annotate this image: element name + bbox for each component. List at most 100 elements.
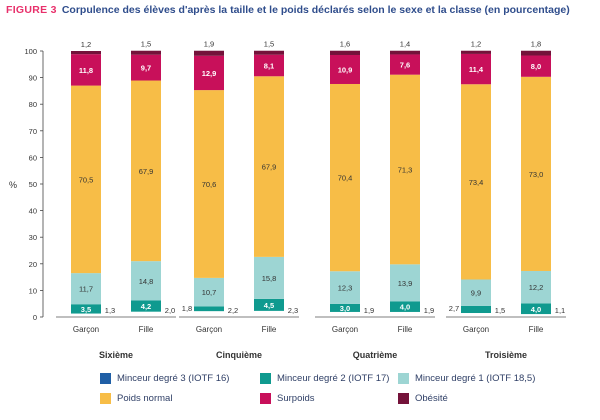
data-label: 11,8 [79,66,93,75]
title-text: Corpulence des élèves d'après la taille … [61,4,570,16]
y-tick-label: 60 [29,153,37,162]
data-label: 11,7 [79,285,93,294]
legend-label: Obésité [415,393,448,404]
data-label: 1,2 [81,40,91,49]
category-label: Fille [139,325,154,334]
bar-segment [390,74,420,265]
legend-label: Surpoids [277,393,315,404]
data-label: 8,0 [531,62,541,71]
bar-segment [330,303,360,312]
legend-swatch [260,373,271,384]
bar-segment [194,306,224,312]
data-label: 2,7 [449,304,459,313]
bar-segment [521,303,551,315]
data-label: 1,5 [495,306,505,315]
legend-item: Poids normal [100,393,260,404]
bar-segment [131,50,161,55]
category-label: Fille [398,325,413,334]
group-label: Quatrième [353,350,398,360]
bar-segment [71,85,101,274]
data-label: 70,6 [202,180,217,189]
bar-segment [461,84,491,280]
legend-label: Minceur degré 2 (IOTF 17) [277,373,390,384]
data-label: 1,9 [204,40,214,49]
category-label: Fille [262,325,277,334]
data-label: 1,3 [105,306,115,315]
data-label: 8,1 [264,61,274,70]
data-label: 1,2 [471,40,481,49]
data-label: 67,9 [262,163,277,172]
bar-segment [461,50,491,54]
category-label: Garçon [463,325,489,334]
data-label: 70,5 [79,175,94,184]
data-label: 1,8 [182,304,192,313]
data-label: 71,3 [398,166,413,175]
bar-segment [521,76,551,271]
y-tick-label: 30 [29,233,37,242]
bar-segment [131,300,161,312]
bar-segment [131,261,161,301]
legend-swatch [100,393,111,404]
y-tick-label: 20 [29,260,37,269]
legend-item: Minceur degré 2 (IOTF 17) [260,373,398,384]
bar-segment [521,270,551,304]
data-label: 9,9 [471,289,481,298]
group-label: Sixième [99,350,133,360]
bar-segment [461,53,491,85]
bar-segment [131,54,161,81]
data-label: 4,2 [141,302,151,311]
y-tick-label: 90 [29,74,37,83]
legend-label: Minceur degré 1 (IOTF 18,5) [415,373,536,384]
bar-segment [390,264,420,302]
y-tick-label: 80 [29,100,37,109]
data-label: 1,9 [364,306,374,315]
chart-title: FIGURE 3 Corpulence des élèves d'après la… [6,4,598,16]
bar-segment [71,51,101,55]
data-label: 1,4 [400,40,410,49]
bar-segment [71,304,101,314]
data-label: 2,0 [165,306,175,315]
legend-swatch [260,393,271,404]
bar-segment [254,54,284,77]
y-axis-label: % [9,180,17,190]
legend-swatch [398,373,409,384]
bar-segment [330,54,360,84]
data-label: 10,7 [202,288,217,297]
bar-segment [330,83,360,272]
data-label: 4,0 [531,305,541,314]
bar-segment [254,298,284,311]
data-label: 70,4 [338,174,353,183]
data-label: 9,7 [141,64,151,73]
y-tick-label: 70 [29,127,37,136]
legend-label: Minceur degré 3 (IOTF 16) [117,373,230,384]
y-tick-label: 10 [29,286,37,295]
legend-label: Poids normal [117,393,173,404]
data-label: 3,0 [340,304,350,313]
bar-segment [461,279,491,306]
data-label: 13,9 [398,279,413,288]
bar-segment [71,54,101,86]
bar-segment [131,80,161,262]
data-label: 12,9 [202,69,217,78]
group-label: Troisième [485,350,527,360]
data-label: 2,2 [228,306,238,315]
data-label: 11,4 [469,65,484,74]
data-label: 1,6 [340,40,350,49]
legend-item: Minceur degré 1 (IOTF 18,5) [398,373,588,384]
y-tick-label: 100 [24,47,37,56]
data-label: 73,0 [529,170,544,179]
bar-segment [254,76,284,257]
bars: 1,3 3,5 11,7 70,5 11,8 1,2 Garçon 2,0 4,2 14,8 67,… [56,40,566,360]
data-label: 4,5 [264,301,274,310]
bar-segment [390,301,420,312]
figure-label: FIGURE 3 [6,4,57,16]
data-label: 67,9 [139,167,154,176]
bar-segment [194,277,224,307]
legend: Minceur degré 3 (IOTF 16) Minceur degré 2… [100,373,600,404]
category-label: Garçon [332,325,358,334]
data-label: 73,4 [469,178,484,187]
legend-item: Obésité [398,393,588,404]
data-label: 2,3 [288,306,298,315]
data-label: 7,6 [400,61,410,70]
